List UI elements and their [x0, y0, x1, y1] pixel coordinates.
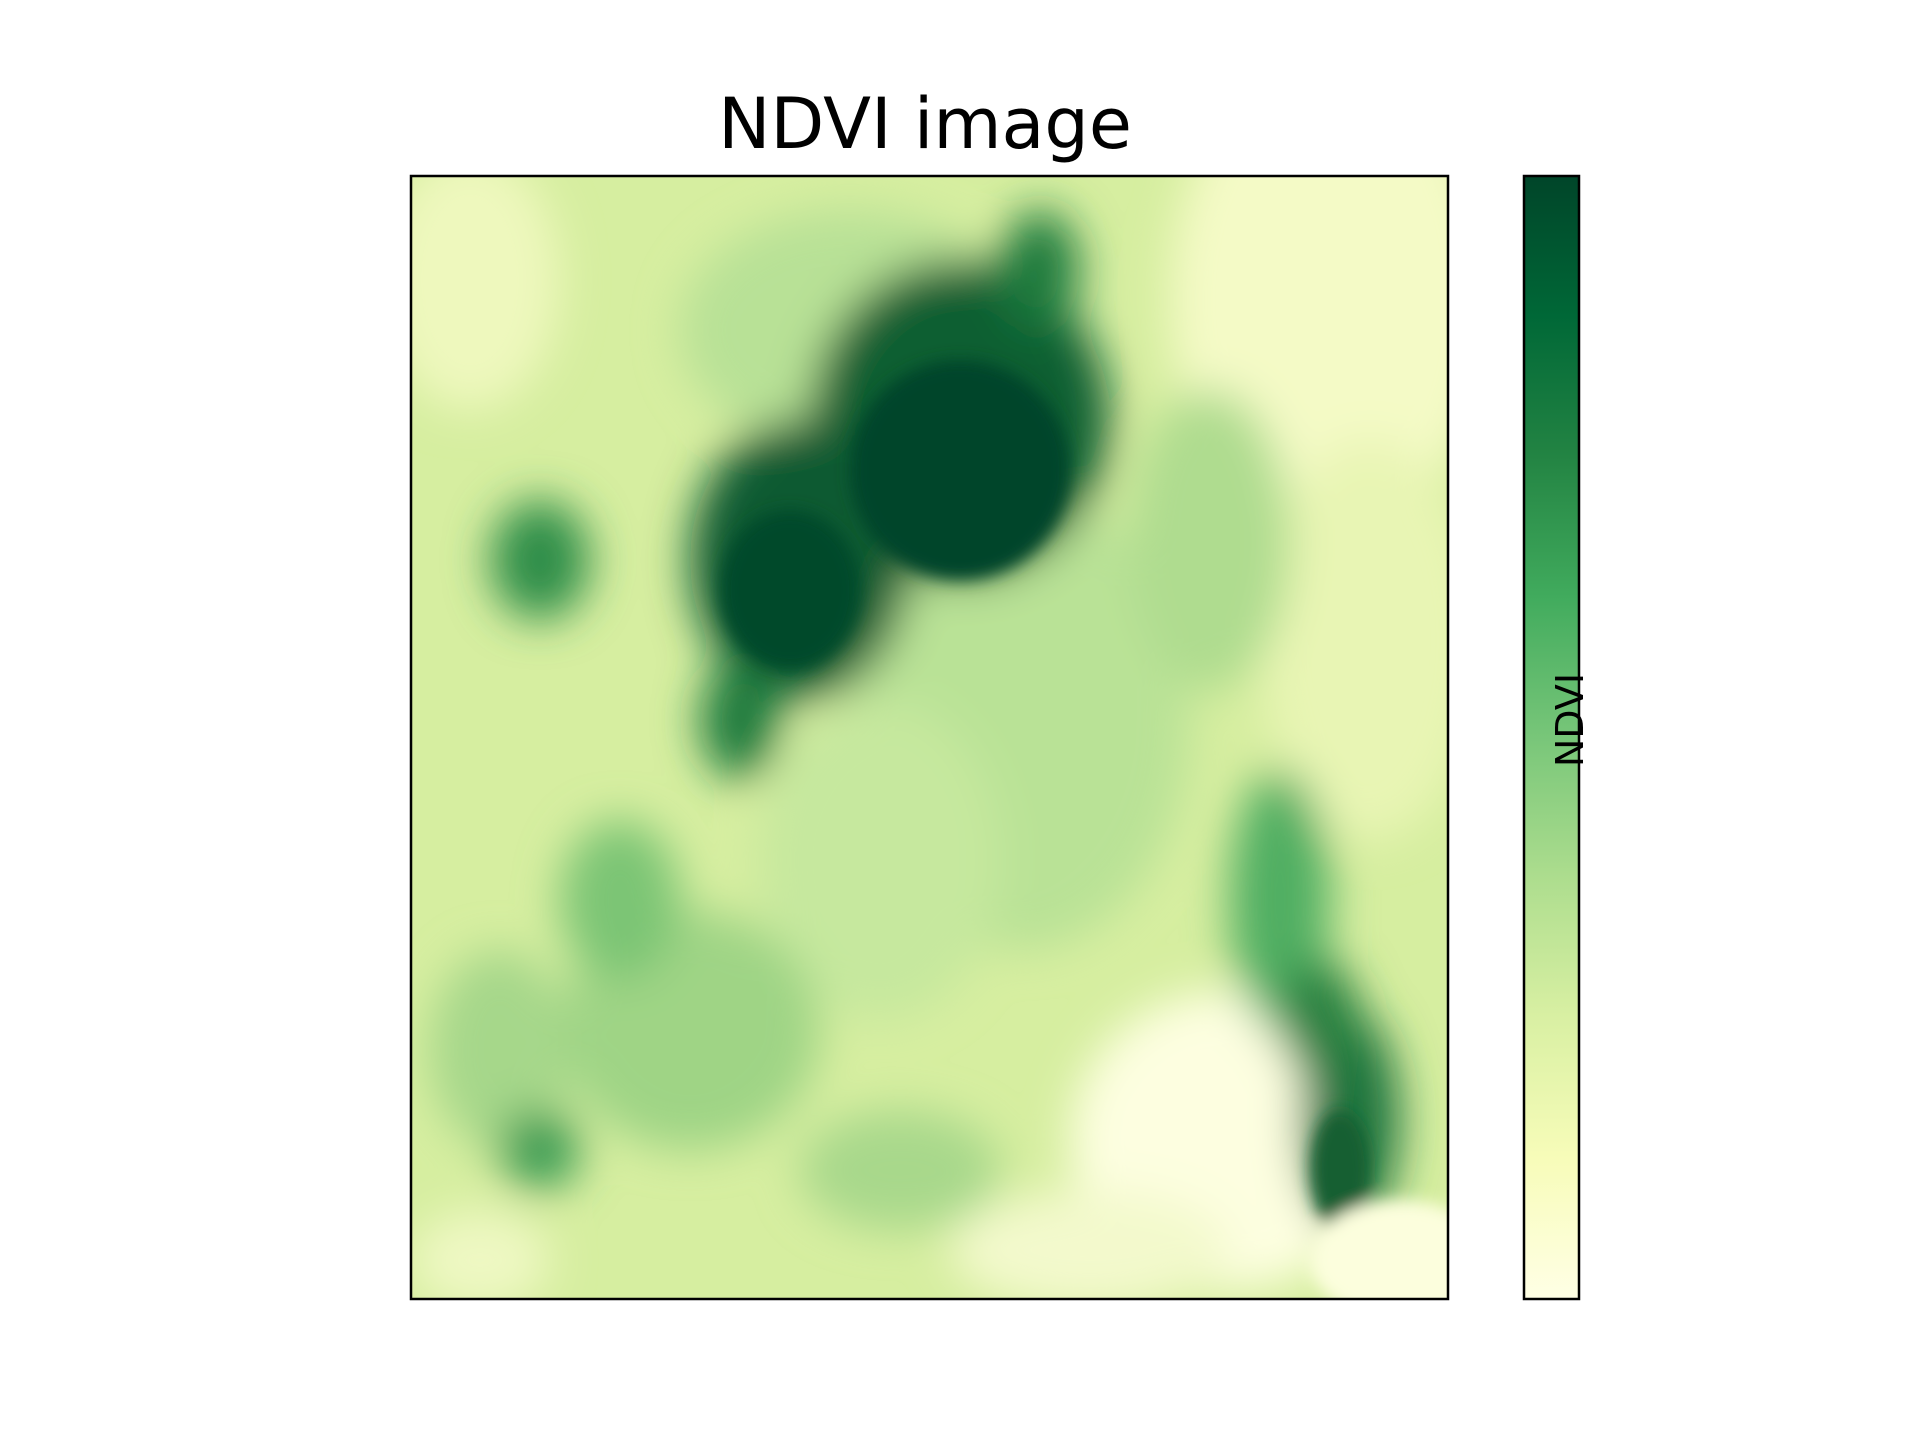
plot-frame — [409, 174, 1450, 1301]
ndvi-heatmap — [411, 176, 1448, 1299]
colorbar-label: NDVI — [1548, 672, 1592, 768]
colorbar — [1522, 174, 1581, 1301]
chart-title: NDVI image — [718, 83, 1132, 165]
